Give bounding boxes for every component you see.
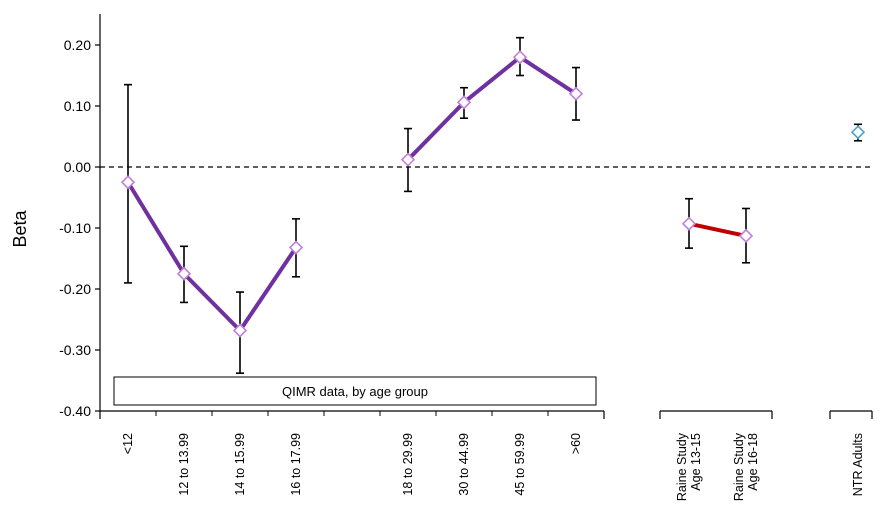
data-point-marker — [568, 86, 584, 101]
y-tick-label: 0.20 — [64, 37, 91, 53]
x-tick-label: 30 to 44.99 — [457, 433, 471, 496]
data-point-marker — [850, 125, 866, 140]
y-tick-label: -0.10 — [59, 220, 91, 236]
data-point-marker — [232, 323, 248, 338]
x-tick-label: <12 — [121, 433, 135, 454]
series-line — [406, 55, 578, 162]
x-tick-label: Raine Study — [675, 432, 689, 501]
x-tick-label: 16 to 17.99 — [289, 433, 303, 496]
data-point-marker — [456, 95, 472, 110]
data-point-marker — [400, 152, 416, 167]
x-tick-label: Age 13-15 — [689, 433, 703, 491]
x-tick-label: NTR Adults — [851, 433, 865, 496]
x-tick-label: 18 to 29.99 — [401, 433, 415, 496]
data-point-marker — [288, 240, 304, 255]
y-tick-label: -0.20 — [59, 281, 91, 297]
data-point-marker — [681, 216, 697, 231]
y-tick-label: 0.10 — [64, 98, 91, 114]
annotation-box — [113, 376, 597, 406]
data-point-marker — [176, 266, 192, 281]
y-tick-label: 0.00 — [64, 159, 91, 175]
data-point-marker — [120, 175, 136, 190]
series-line — [126, 181, 298, 333]
data-point-marker — [512, 50, 528, 65]
series-line — [688, 221, 747, 238]
annotation-layer: QIMR data, by age group — [113, 376, 597, 406]
x-tick-label: >60 — [569, 433, 583, 454]
y-tick-label: -0.30 — [59, 342, 91, 358]
series-layer — [120, 36, 866, 374]
y-axis-label: Beta — [10, 209, 30, 247]
annotation-text: QIMR data, by age group — [282, 384, 428, 399]
x-tick-label: 45 to 59.99 — [513, 433, 527, 496]
x-tick-label: 12 to 13.99 — [177, 433, 191, 496]
y-tick-label: -0.40 — [59, 403, 91, 419]
x-tick-label: Raine Study — [732, 432, 746, 501]
data-point-marker — [738, 228, 754, 244]
axes: 0.20 0.10 0.00 -0.10 -0.20 -0.30 -0.40 <12 12 to… — [59, 14, 873, 501]
x-tick-label: Age 16-18 — [746, 433, 760, 491]
x-tick-label: 14 to 15.99 — [233, 433, 247, 496]
